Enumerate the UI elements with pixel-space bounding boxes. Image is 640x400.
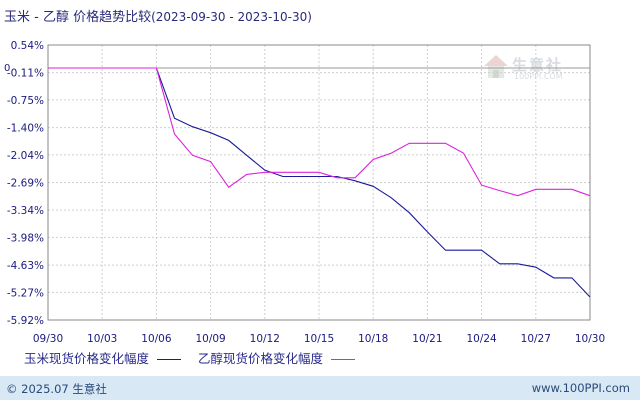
chart-title-main: 玉米 - 乙醇 价格趋势比较: [4, 10, 152, 25]
y-tick-label: -0.11%: [7, 68, 44, 80]
y-tick-label: -1.40%: [7, 123, 44, 135]
tick-label-layer: 0.54% -0.11% -0.75% -1.40% -2.04% -2.69% -3.34…: [4, 40, 605, 345]
chart-title: 玉米 - 乙醇 价格趋势比较(2023-09-30 - 2023-10-30): [4, 6, 312, 25]
plot-border: [47, 44, 591, 321]
legend-label-ethanol: 乙醇现货价格变化幅度: [198, 351, 324, 366]
x-tick-label: 10/03: [87, 333, 117, 345]
line-chart: 0.54% -0.11% -0.75% -1.40% -2.04% -2.69% -3.34…: [4, 40, 605, 345]
legend-swatch-corn: [157, 359, 182, 360]
series-line-ethanol: [48, 67, 591, 197]
x-tick-label: 10/09: [195, 333, 225, 345]
x-tick-label: 09/30: [33, 333, 63, 345]
y-tick-label: -3.34%: [7, 205, 44, 217]
chart-date-range: (2023-09-30 - 2023-10-30): [151, 10, 312, 24]
zero-label: 0: [4, 63, 10, 74]
y-tick-label: -3.98%: [7, 232, 44, 244]
chart-legend: 玉米现货价格变化幅度 乙醇现货价格变化幅度: [0, 348, 640, 370]
footer-copyright: © 2025.07 生意社: [6, 382, 107, 396]
y-tick-label: 0.54%: [11, 40, 44, 52]
legend-item-ethanol: 乙醇现货价格变化幅度: [198, 348, 356, 367]
y-tick-label: -2.69%: [7, 178, 44, 190]
watermark-house-icon: [484, 55, 508, 78]
series-layer: [48, 67, 591, 298]
x-tick-label: 10/06: [141, 333, 172, 345]
watermark-url: 100PPI.COM: [514, 72, 563, 81]
grid-layer: [47, 44, 591, 321]
x-tick-label: 10/12: [250, 333, 280, 345]
legend-label-corn: 玉米现货价格变化幅度: [24, 351, 150, 366]
x-tick-label: 10/27: [521, 333, 551, 345]
y-tick-label: -5.92%: [7, 315, 44, 327]
y-tick-label: -4.63%: [7, 260, 44, 272]
x-tick-label: 10/18: [358, 333, 388, 345]
y-tick-label: -5.27%: [7, 287, 44, 299]
watermark-logo: 生意社 100PPI.COM: [482, 52, 582, 84]
x-tick-label: 10/21: [412, 333, 442, 345]
footer-url-link[interactable]: www.100PPI.com: [531, 381, 630, 395]
legend-swatch-ethanol: [331, 359, 356, 360]
x-tick-label: 10/24: [466, 333, 497, 345]
y-tick-label: -2.04%: [7, 150, 44, 162]
footer-bar: © 2025.07 生意社 www.100PPI.com: [0, 376, 640, 400]
x-tick-label: 10/15: [304, 333, 334, 345]
legend-item-corn: 玉米现货价格变化幅度: [24, 348, 182, 367]
watermark-name: 生意社: [512, 56, 564, 74]
y-tick-label: -0.75%: [7, 95, 44, 107]
x-tick-label: 10/30: [575, 333, 605, 345]
